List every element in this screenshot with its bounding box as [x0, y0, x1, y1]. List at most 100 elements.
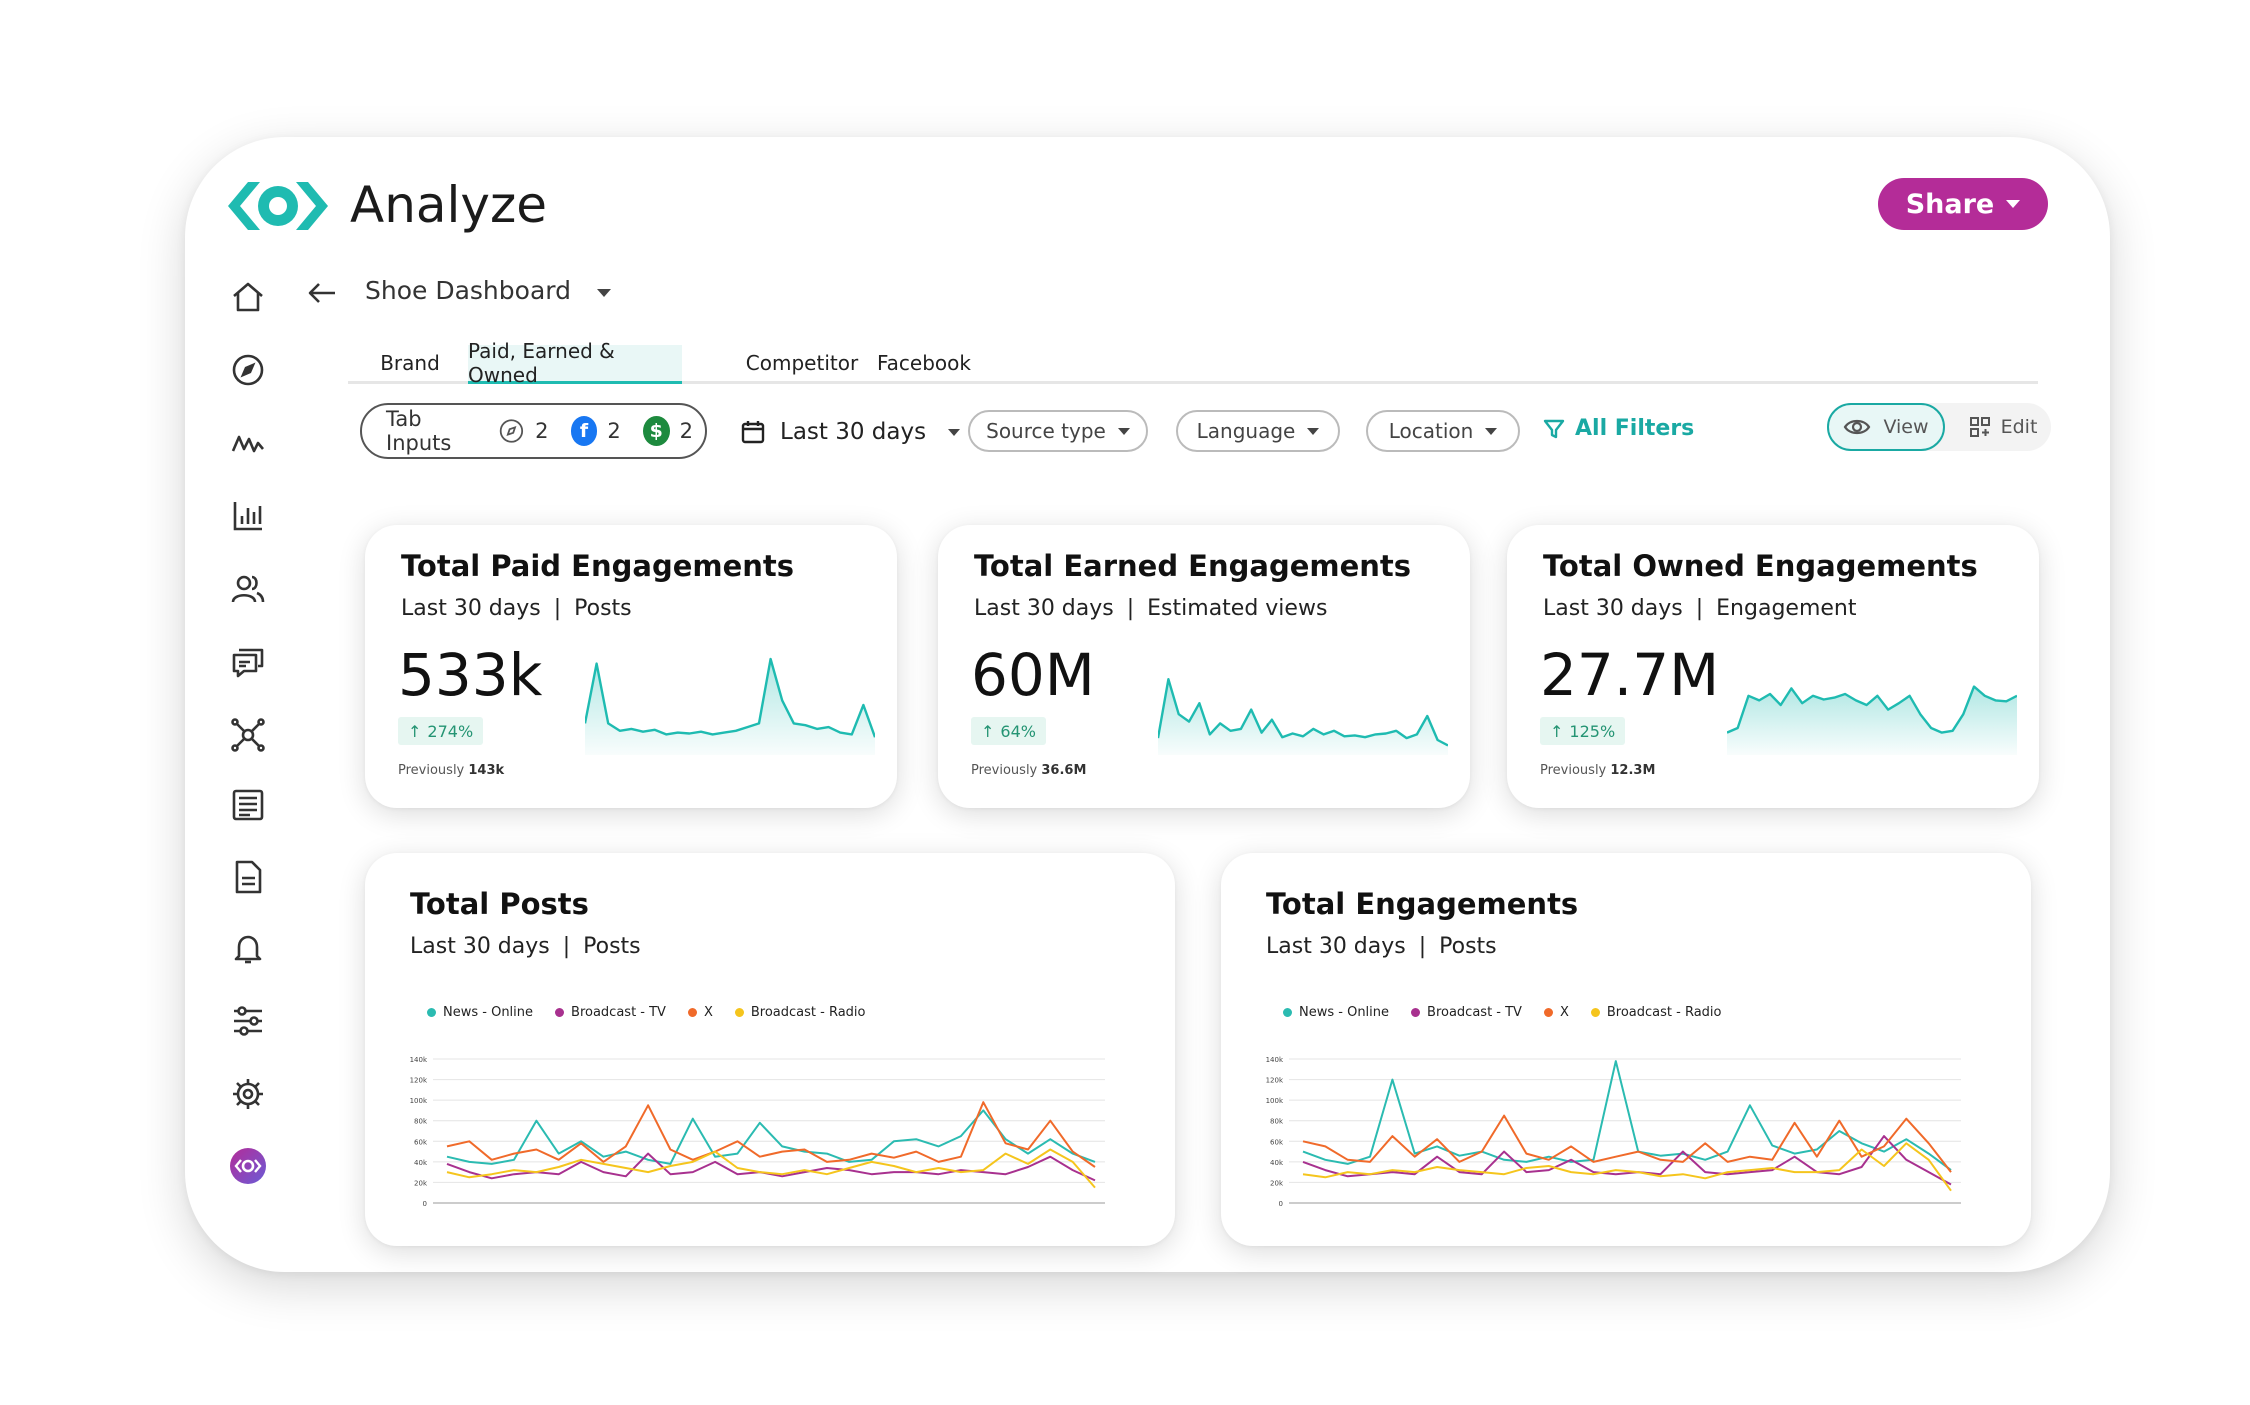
sparkline: [1727, 685, 2017, 755]
arrow-up-icon: ↑: [1550, 721, 1564, 741]
y-tick-label: 20k: [1270, 1179, 1284, 1187]
legend-item[interactable]: Broadcast - Radio: [1590, 1005, 1722, 1020]
series-line: [446, 1152, 1096, 1182]
date-range-picker[interactable]: Last 30 days: [740, 415, 961, 449]
tab-label: Facebook: [877, 351, 971, 375]
kpi-title: Total Owned Engagements: [1543, 549, 1978, 583]
tab-competitor[interactable]: Competitor: [742, 345, 862, 381]
sparkline-area: [585, 659, 875, 755]
kpi-separator: |: [1695, 596, 1704, 621]
kpi-metric: Estimated views: [1147, 596, 1328, 621]
arrow-up-icon: ↑: [981, 721, 995, 741]
edit-button[interactable]: Edit: [1955, 403, 2051, 451]
legend-label: Broadcast - TV: [1427, 1005, 1522, 1020]
kpi-delta-badge: ↑ 274%: [398, 717, 484, 745]
kpi-card-owned[interactable]: Total Owned Engagements Last 30 days | E…: [1507, 525, 2039, 808]
kpi-delta-badge: ↑ 125%: [1540, 717, 1626, 745]
chart-period: Last 30 days: [410, 934, 550, 959]
sparkline: [585, 657, 875, 755]
kpi-value: 533k: [398, 641, 543, 709]
back-arrow-icon[interactable]: [305, 278, 339, 308]
chart-separator: |: [562, 934, 571, 959]
bar-chart-icon[interactable]: [228, 496, 268, 536]
y-tick-label: 0: [1279, 1200, 1283, 1208]
location-label: Location: [1388, 419, 1474, 443]
network-icon[interactable]: [228, 715, 268, 755]
tab-paid-earned-owned[interactable]: Paid, Earned & Owned: [468, 339, 682, 387]
series-line: [1302, 1114, 1952, 1173]
kpi-previous-value: 36.6M: [1041, 763, 1087, 778]
legend-item[interactable]: X: [1543, 1005, 1569, 1020]
date-range-label: Last 30 days: [780, 419, 927, 445]
users-icon[interactable]: [228, 569, 268, 609]
legend-swatch: [1590, 1008, 1600, 1017]
kpi-delta-value: 125%: [1569, 721, 1616, 741]
kpi-value: 27.7M: [1540, 641, 1720, 709]
share-button[interactable]: Share: [1878, 178, 2048, 230]
trend-icon[interactable]: [228, 423, 268, 463]
kpi-value: 60M: [971, 641, 1095, 709]
all-filters-button[interactable]: All Filters: [1543, 416, 1694, 441]
language-dropdown[interactable]: Language: [1176, 410, 1340, 452]
view-label: View: [1883, 416, 1929, 438]
tab-facebook[interactable]: Facebook: [874, 345, 974, 381]
y-tick-label: 40k: [414, 1159, 428, 1167]
y-tick-label: 140k: [410, 1056, 428, 1064]
dollar-icon: $: [642, 416, 670, 446]
legend-item[interactable]: Broadcast - TV: [1411, 1005, 1522, 1020]
kpi-card-paid[interactable]: Total Paid Engagements Last 30 days | Po…: [365, 525, 897, 808]
legend-item[interactable]: News - Online: [1283, 1005, 1389, 1020]
legend-item[interactable]: News - Online: [427, 1005, 533, 1020]
sliders-icon[interactable]: [228, 1001, 268, 1041]
kpi-title: Total Earned Engagements: [974, 549, 1412, 583]
chart-title: Total Posts: [410, 887, 589, 921]
kpi-title: Total Paid Engagements: [401, 549, 795, 583]
legend-label: Broadcast - Radio: [750, 1005, 866, 1020]
sparkline-line: [1158, 678, 1448, 747]
legend-swatch: [1283, 1008, 1292, 1017]
bell-icon[interactable]: [228, 929, 268, 969]
y-tick-label: 60k: [1270, 1138, 1284, 1146]
dashboard-title[interactable]: Shoe Dashboard: [365, 276, 571, 305]
location-dropdown[interactable]: Location: [1366, 410, 1520, 452]
source-type-label: Source type: [986, 419, 1106, 443]
sparkline-area: [1727, 686, 2017, 755]
chart-legend: News - Online Broadcast - TV X Broadcast - …: [1283, 1005, 1722, 1020]
sparkline-line: [1727, 685, 2017, 734]
home-icon[interactable]: [228, 277, 268, 317]
chart-card-total-posts[interactable]: Total Posts Last 30 days | Posts News - …: [365, 853, 1175, 1246]
compass-icon: [500, 419, 524, 443]
y-tick-label: 120k: [1266, 1077, 1284, 1085]
kpi-previous-label: Previously: [398, 763, 465, 778]
brand-eye-icon[interactable]: [228, 1146, 268, 1186]
chart-period: Last 30 days: [1266, 934, 1406, 959]
chart-card-total-engagements[interactable]: Total Engagements Last 30 days | Posts N…: [1221, 853, 2031, 1246]
dashboard-dropdown-icon[interactable]: [597, 289, 611, 297]
kpi-previous-label: Previously: [1540, 763, 1607, 778]
kpi-card-earned[interactable]: Total Earned Engagements Last 30 days | …: [938, 525, 1470, 808]
settings-icon[interactable]: [228, 1074, 268, 1114]
legend-item[interactable]: Broadcast - TV: [555, 1005, 666, 1020]
y-tick-label: 100k: [410, 1097, 428, 1105]
tab-brand[interactable]: Brand: [370, 345, 450, 381]
chevron-down-icon: [2006, 200, 2021, 208]
kpi-period: Last 30 days: [974, 596, 1114, 621]
tab-bar: Brand Paid, Earned & Owned Competitor Fa…: [348, 339, 2038, 387]
news-icon[interactable]: [228, 785, 268, 825]
legend-item[interactable]: Broadcast - Radio: [734, 1005, 866, 1020]
legend-item[interactable]: X: [687, 1005, 713, 1020]
kpi-subtitle: Last 30 days | Estimated views: [974, 596, 1327, 621]
legend-label: Broadcast - Radio: [1606, 1005, 1722, 1020]
chat-icon[interactable]: [228, 642, 268, 682]
source-type-dropdown[interactable]: Source type: [968, 410, 1148, 452]
compass-count: 2: [535, 419, 549, 443]
view-button[interactable]: View: [1827, 403, 1945, 451]
document-icon[interactable]: [228, 857, 268, 897]
kpi-previous: Previously 36.6M: [971, 763, 1086, 778]
legend-swatch: [1411, 1008, 1421, 1017]
compass-icon[interactable]: [228, 350, 268, 390]
y-tick-label: 20k: [414, 1179, 428, 1187]
tab-label: Brand: [380, 351, 440, 375]
series-line: [446, 1101, 1096, 1168]
tab-inputs-button[interactable]: Tab Inputs 2 f 2 $ 2: [360, 403, 707, 459]
